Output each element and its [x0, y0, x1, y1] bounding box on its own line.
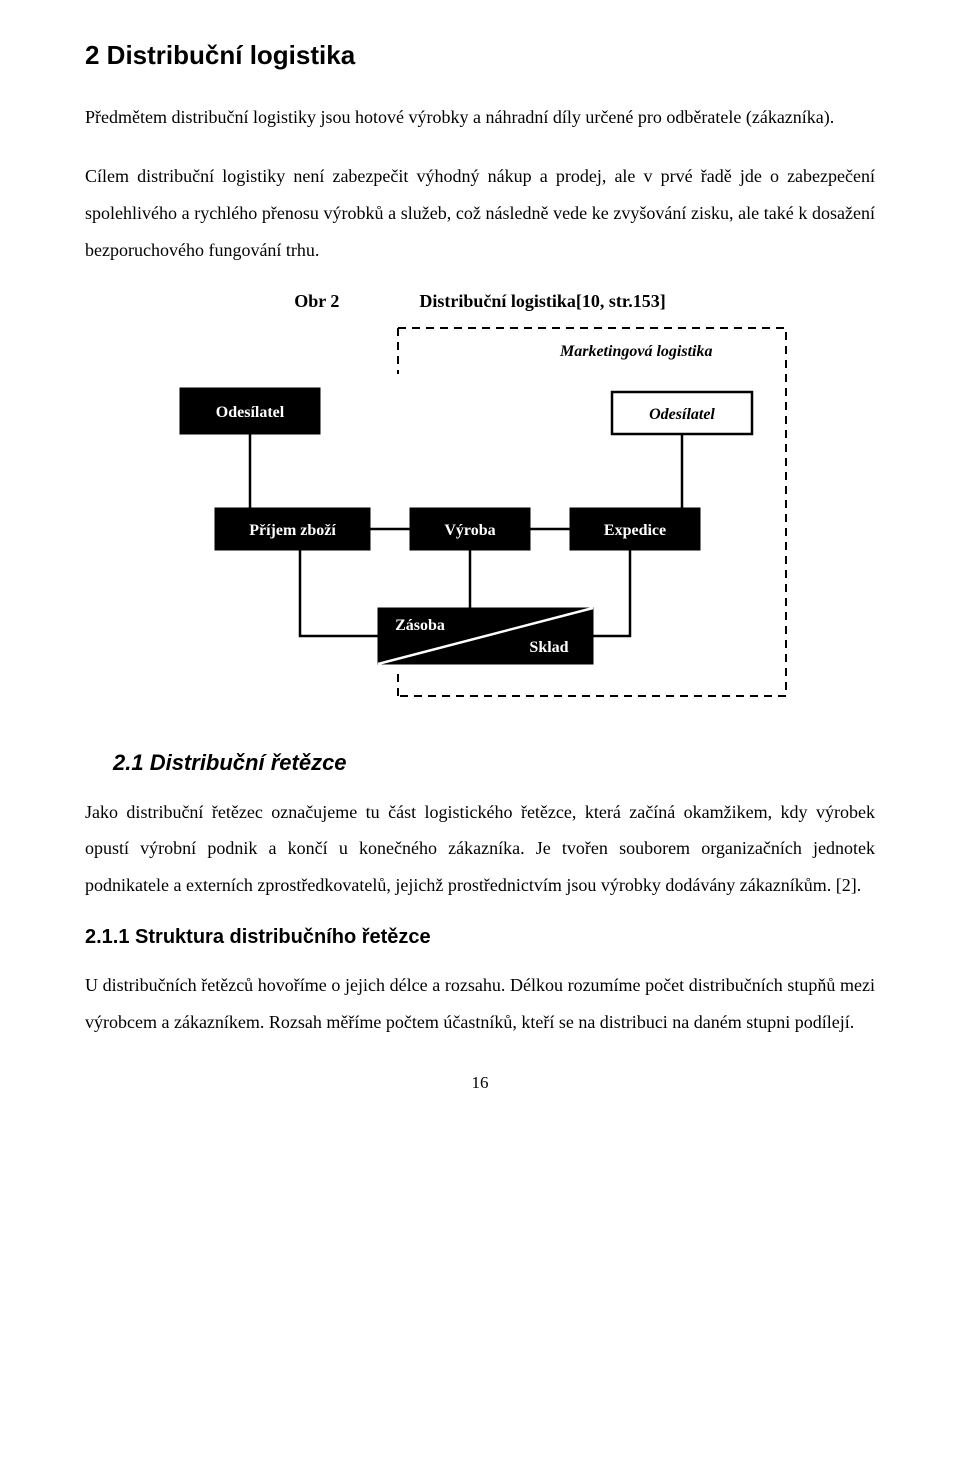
- paragraph-intro-1: Předmětem distribuční logistiky jsou hot…: [85, 99, 875, 136]
- page-number: 16: [85, 1073, 875, 1093]
- svg-text:Příjem zboží: Příjem zboží: [249, 522, 336, 539]
- figure-diagram: Marketingová logistika Odesílatel Odesílat…: [85, 318, 875, 708]
- svg-text:Odesílatel: Odesílatel: [649, 406, 715, 423]
- figure-caption: Distribuční logistika[10, str.153]: [419, 291, 665, 312]
- figure-label: Obr 2: [294, 291, 339, 312]
- section-heading: 2 Distribuční logistika: [85, 40, 875, 71]
- svg-text:Expedice: Expedice: [604, 522, 666, 539]
- svg-text:Odesílatel: Odesílatel: [216, 404, 285, 421]
- figure-caption-row: Obr 2 Distribuční logistika[10, str.153]: [85, 291, 875, 312]
- svg-text:Zásoba: Zásoba: [395, 617, 445, 634]
- svg-text:Sklad: Sklad: [529, 639, 568, 656]
- paragraph-structure: U distribučních řetězců hovoříme o jejic…: [85, 967, 875, 1041]
- subsubsection-heading: 2.1.1 Struktura distribučního řetězce: [85, 926, 875, 949]
- paragraph-chain: Jako distribuční řetězec označujeme tu č…: [85, 794, 875, 905]
- paragraph-intro-2: Cílem distribuční logistiky není zabezpe…: [85, 158, 875, 269]
- svg-text:Marketingová logistika: Marketingová logistika: [559, 343, 712, 360]
- svg-text:Výroba: Výroba: [444, 522, 495, 539]
- flowchart-svg: Marketingová logistika Odesílatel Odesílat…: [160, 318, 800, 708]
- subsection-heading: 2.1 Distribuční řetězce: [85, 750, 875, 776]
